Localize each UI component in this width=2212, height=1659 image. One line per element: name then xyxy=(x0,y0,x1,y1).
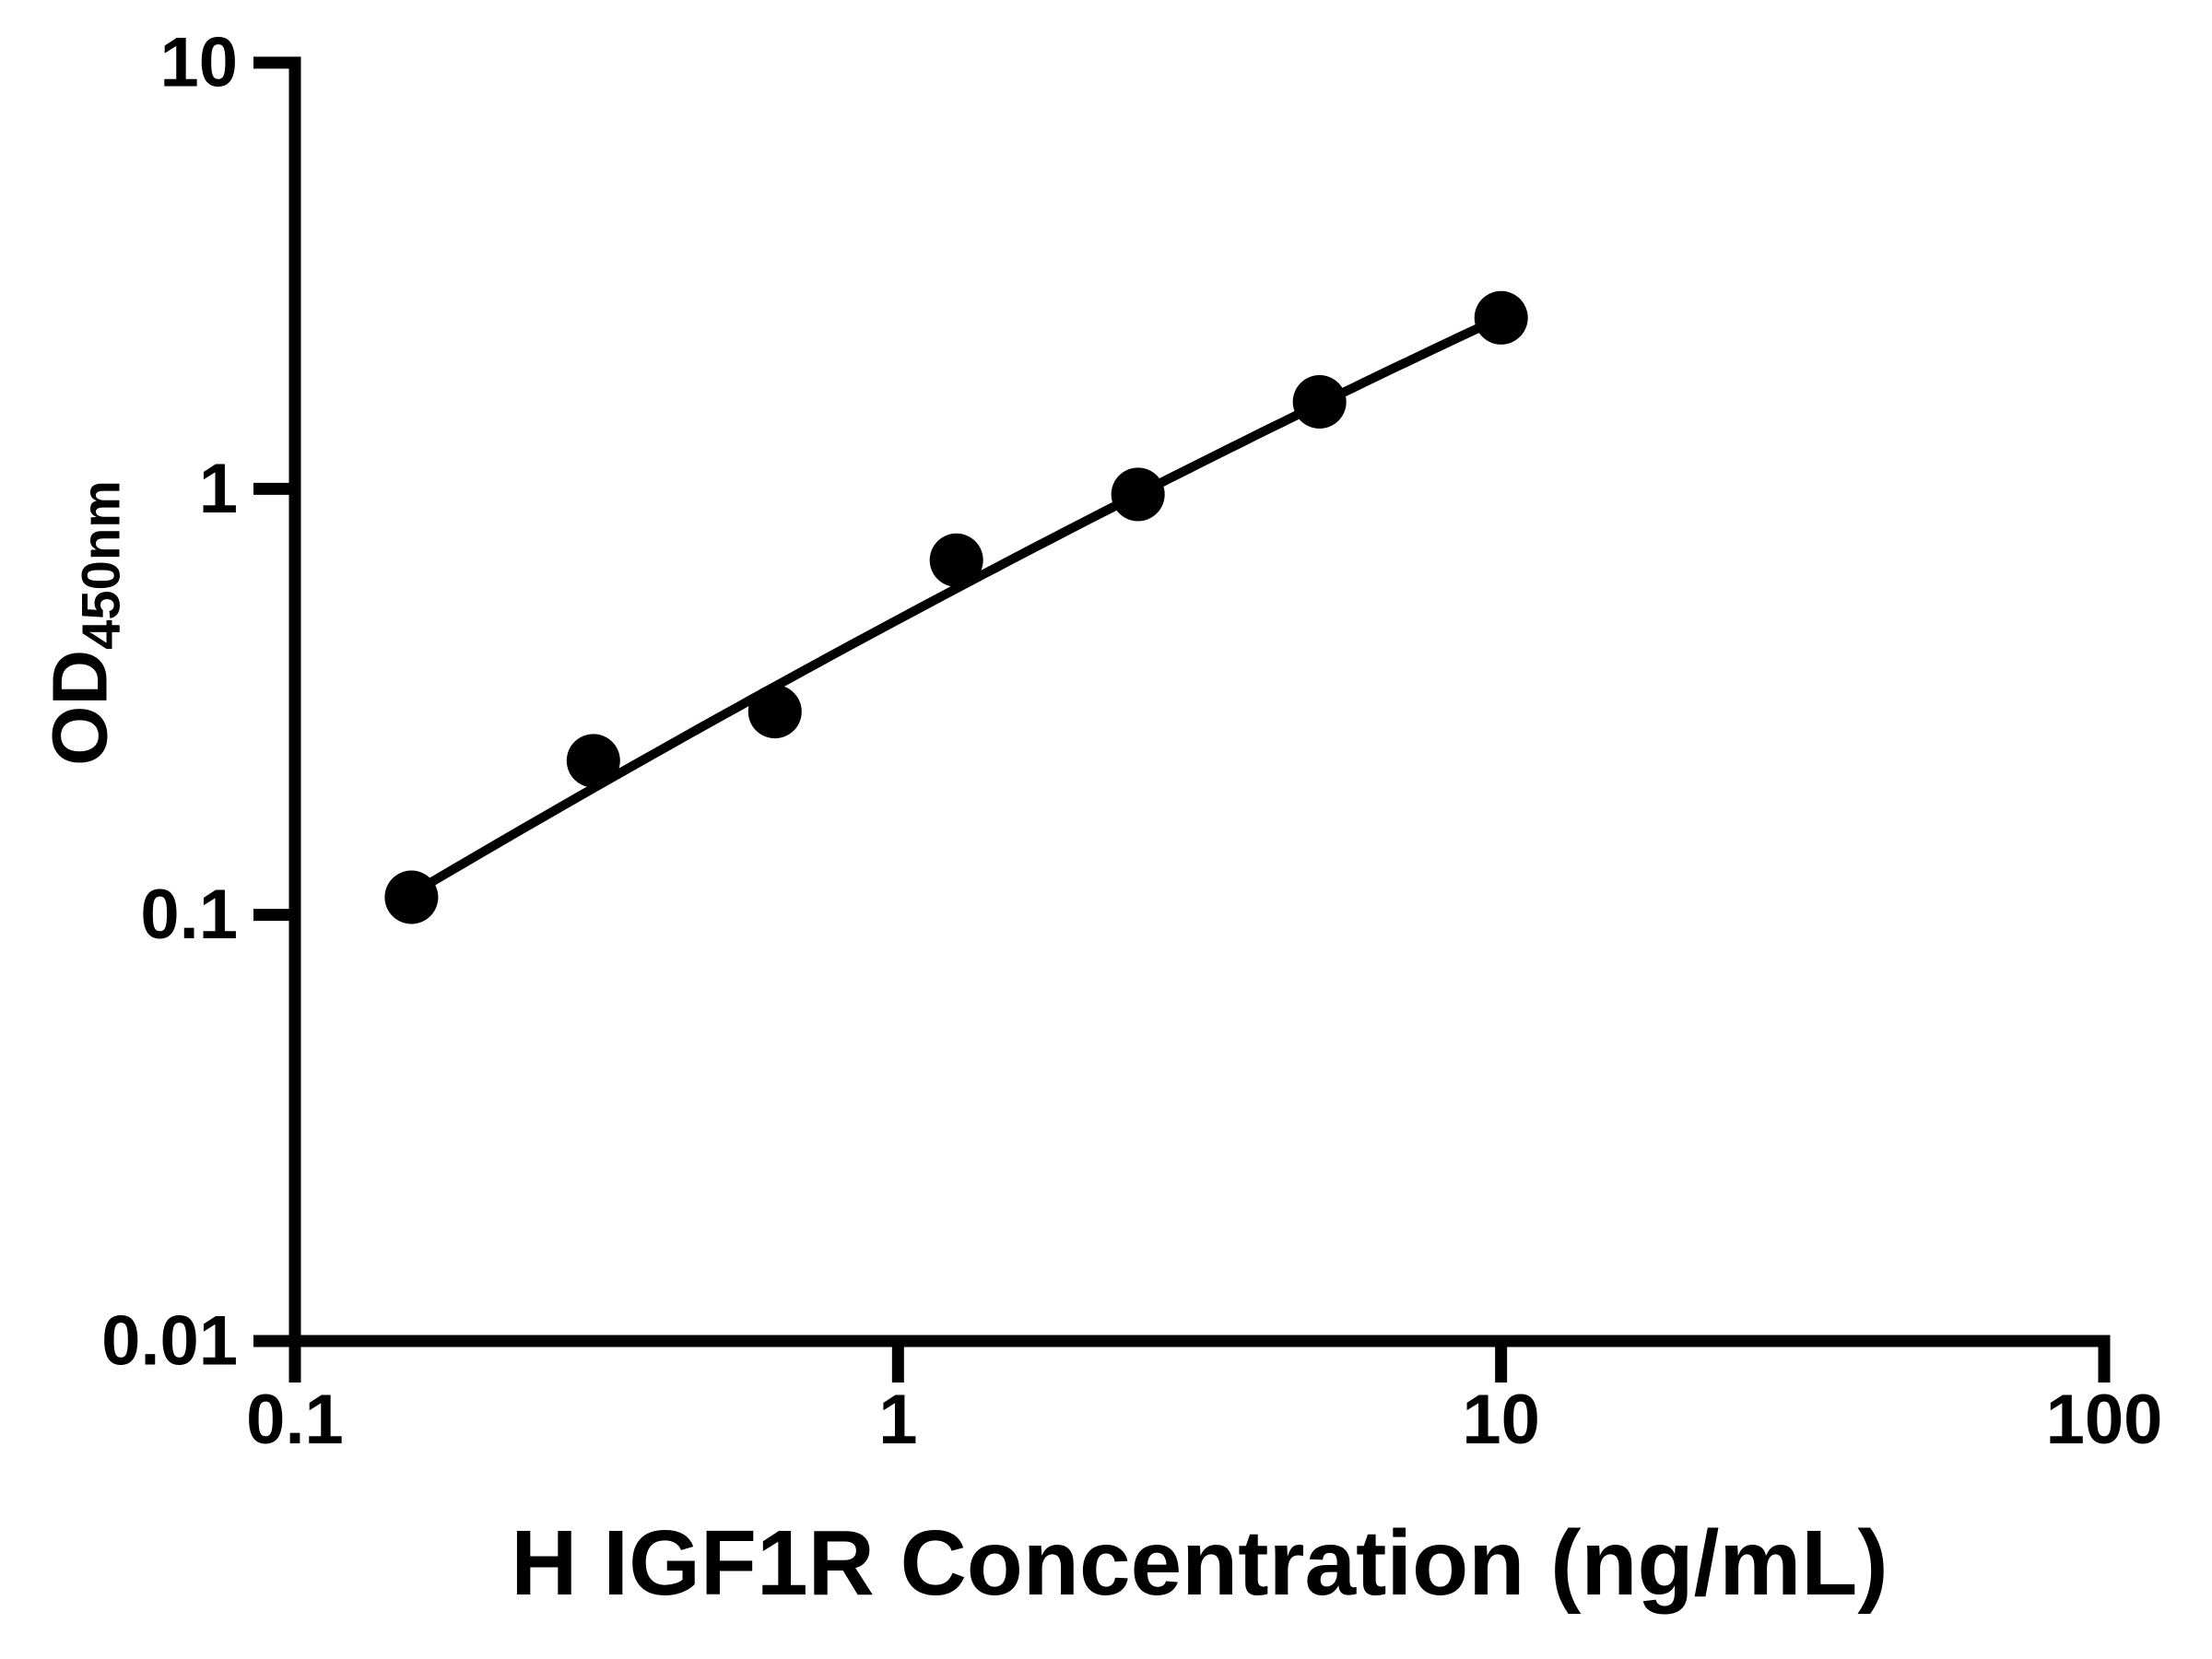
data-point xyxy=(566,734,620,788)
x-tick-label: 1 xyxy=(878,1381,917,1459)
data-point xyxy=(1474,290,1528,345)
x-tick-label: 10 xyxy=(1462,1381,1540,1459)
data-point xyxy=(384,870,439,924)
y-axis-title-subscript: 450nm xyxy=(71,480,132,650)
data-point xyxy=(929,533,983,587)
x-tick-label: 0.1 xyxy=(246,1381,344,1459)
y-tick-label: 0.1 xyxy=(140,876,238,954)
x-axis-title: H IGF1R Concentration (ng/mL) xyxy=(511,1512,1888,1615)
y-axis-title-main: OD xyxy=(36,649,124,766)
y-axis-title: OD450nm xyxy=(37,480,132,766)
data-point xyxy=(1292,375,1347,429)
data-point xyxy=(747,685,802,739)
y-tick-label: 10 xyxy=(159,24,238,102)
y-tick-label: 1 xyxy=(199,450,238,528)
x-tick-label: 100 xyxy=(2046,1381,2163,1459)
data-point xyxy=(1111,467,1165,522)
y-tick-label: 0.01 xyxy=(101,1302,238,1381)
